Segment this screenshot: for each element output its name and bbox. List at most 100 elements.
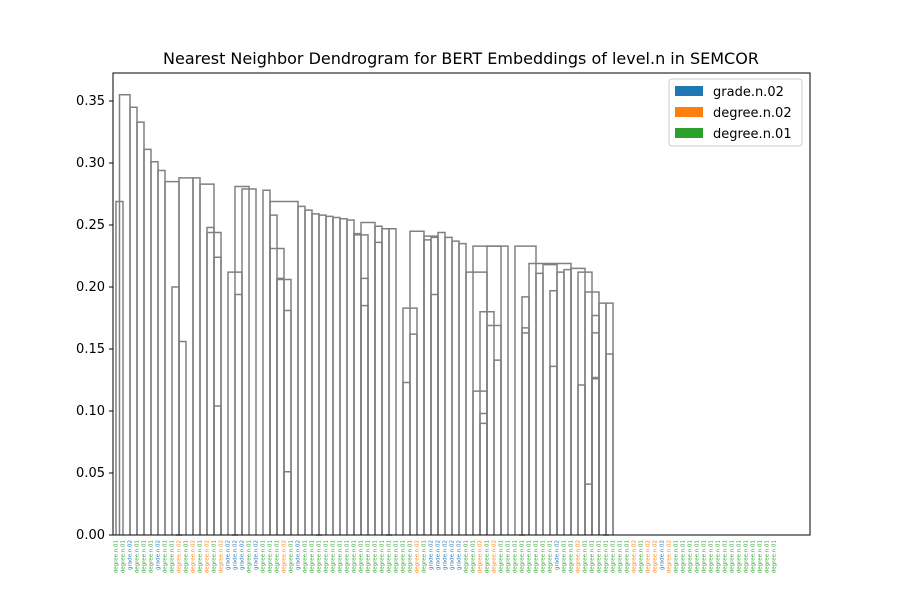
- y-tick-label: 0.30: [76, 156, 105, 171]
- leaf-label: degree.n.01: [198, 540, 204, 573]
- leaf-label: degree.n.01: [674, 540, 680, 573]
- y-tick-label: 0.25: [76, 218, 105, 233]
- leaf-label: grade.n.02: [296, 540, 302, 570]
- y-axis: 0.00 0.05 0.10 0.15 0.20 0.25 0.30 0.35: [76, 94, 113, 543]
- leaf-label: degree.n.01: [373, 540, 379, 573]
- leaf-label: degree.n.01: [324, 540, 330, 573]
- leaf-label: degree.n.01: [520, 540, 526, 573]
- legend-label: degree.n.01: [713, 127, 792, 142]
- y-tick-label: 0.15: [76, 342, 105, 357]
- leaf-label: degree.n.01: [289, 540, 295, 573]
- leaf-label: degree.n.02: [415, 540, 421, 573]
- leaf-label: degree.n.01: [618, 540, 624, 573]
- legend-swatch: [675, 86, 703, 96]
- leaf-label: grade.n.02: [233, 540, 239, 570]
- leaf-label: degree.n.01: [212, 540, 218, 573]
- leaf-label: degree.n.01: [121, 540, 127, 573]
- leaf-label: degree.n.01: [506, 540, 512, 573]
- leaf-label: grade.n.02: [429, 540, 435, 570]
- leaf-label: degree.n.01: [345, 540, 351, 573]
- leaf-label: grade.n.02: [660, 540, 666, 570]
- leaf-label: degree.n.01: [527, 540, 533, 573]
- leaf-label: degree.n.01: [163, 540, 169, 573]
- leaf-label: degree.n.01: [681, 540, 687, 573]
- leaf-label: degree.n.01: [751, 540, 757, 573]
- leaf-label: degree.n.01: [611, 540, 617, 573]
- leaf-label: grade.n.02: [450, 540, 456, 570]
- dendrogram-link: [199, 183, 215, 535]
- leaf-label: degree.n.01: [604, 540, 610, 573]
- y-tick-label: 0.00: [76, 528, 105, 543]
- legend: grade.n.02 degree.n.02 degree.n.01: [668, 78, 803, 147]
- leaf-label: degree.n.01: [765, 540, 771, 573]
- plot-frame: [112, 72, 811, 536]
- leaf-label: grade.n.02: [240, 540, 246, 570]
- leaf-label: degree.n.01: [688, 540, 694, 573]
- legend-label: degree.n.02: [713, 106, 792, 121]
- leaf-label: degree.n.02: [205, 540, 211, 573]
- leaf-label: degree.n.01: [310, 540, 316, 573]
- leaf-label: degree.n.01: [485, 540, 491, 573]
- leaf-label: degree.n.01: [114, 540, 120, 573]
- leaf-label: degree.n.01: [548, 540, 554, 573]
- leaf-label: grade.n.02: [457, 540, 463, 570]
- y-tick-label: 0.20: [76, 280, 105, 295]
- leaf-label: degree.n.01: [730, 540, 736, 573]
- dendrogram-link: [486, 245, 509, 535]
- leaf-label: grade.n.02: [156, 540, 162, 570]
- leaf-label: degree.n.01: [352, 540, 358, 573]
- leaf-label: degree.n.01: [737, 540, 743, 573]
- leaf-label: degree.n.01: [716, 540, 722, 573]
- leaf-label: degree.n.01: [331, 540, 337, 573]
- leaf-label: degree.n.01: [401, 540, 407, 573]
- leaf-label: degree.n.01: [261, 540, 267, 573]
- leaf-label: degree.n.01: [380, 540, 386, 573]
- leaf-label: grade.n.02: [443, 540, 449, 570]
- leaf-label: degree.n.01: [569, 540, 575, 573]
- leaf-labels: degree.n.01 degree.n.01 grade.n.02 degree.n…: [114, 540, 778, 573]
- y-tick-label: 0.05: [76, 466, 105, 481]
- leaf-label: degree.n.01: [275, 540, 281, 573]
- leaf-label: degree.n.01: [408, 540, 414, 573]
- legend-swatch: [675, 128, 703, 138]
- leaf-label: degree.n.01: [625, 540, 631, 573]
- legend-label: grade.n.02: [713, 85, 784, 100]
- leaf-label: degree.n.02: [492, 540, 498, 573]
- dendrogram-link: [388, 227, 397, 535]
- leaf-label: grade.n.02: [226, 540, 232, 570]
- leaf-label: degree.n.01: [359, 540, 365, 573]
- leaf-label: degree.n.02: [478, 540, 484, 573]
- leaf-label: degree.n.01: [695, 540, 701, 573]
- leaf-label: degree.n.01: [464, 540, 470, 573]
- leaf-label: degree.n.02: [576, 540, 582, 573]
- leaf-label: degree.n.01: [268, 540, 274, 573]
- leaf-label: degree.n.01: [744, 540, 750, 573]
- leaf-label: degree.n.01: [142, 540, 148, 573]
- leaf-label: grade.n.02: [128, 540, 134, 570]
- leaf-label: degree.n.01: [317, 540, 323, 573]
- leaf-label: degree.n.01: [394, 540, 400, 573]
- dendrogram-links: [115, 94, 614, 535]
- leaf-label: degree.n.01: [723, 540, 729, 573]
- leaf-label: degree.n.01: [184, 540, 190, 573]
- leaf-label: degree.n.02: [653, 540, 659, 573]
- leaf-label: degree.n.01: [597, 540, 603, 573]
- y-tick-label: 0.10: [76, 404, 105, 419]
- leaf-label: degree.n.01: [338, 540, 344, 573]
- leaf-label: degree.n.01: [772, 540, 778, 573]
- leaf-label: degree.n.01: [534, 540, 540, 573]
- leaf-label: degree.n.01: [149, 540, 155, 573]
- leaf-label: degree.n.01: [303, 540, 309, 573]
- leaf-label: degree.n.01: [387, 540, 393, 573]
- legend-swatch: [675, 107, 703, 117]
- leaf-label: degree.n.01: [590, 540, 596, 573]
- leaf-label: degree.n.01: [709, 540, 715, 573]
- leaf-label: degree.n.02: [219, 540, 225, 573]
- leaf-label: degree.n.01: [422, 540, 428, 573]
- leaf-label: degree.n.01: [702, 540, 708, 573]
- leaf-label: grade.n.02: [555, 540, 561, 570]
- leaf-label: degree.n.02: [177, 540, 183, 573]
- leaf-label: degree.n.01: [247, 540, 253, 573]
